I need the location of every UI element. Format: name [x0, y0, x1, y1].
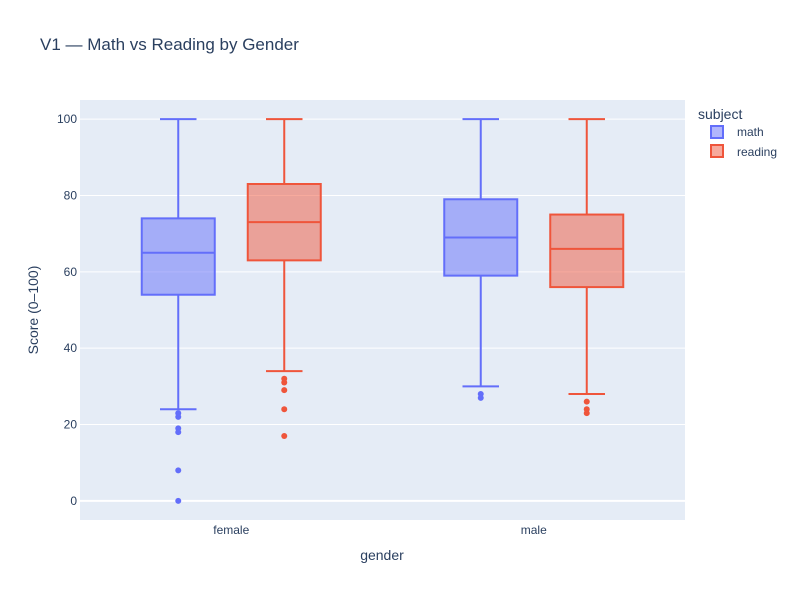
y-tick-label-0: 0	[70, 494, 77, 508]
legend-item-math[interactable]: math	[710, 125, 764, 139]
outlier-point[interactable]	[477, 391, 484, 397]
y-tick-label-100: 100	[57, 112, 77, 126]
box-reading-male[interactable]	[549, 118, 625, 417]
outlier-point[interactable]	[583, 406, 590, 413]
iqr-box	[140, 217, 216, 296]
outlier-point[interactable]	[281, 406, 288, 413]
outlier-point[interactable]	[583, 398, 590, 405]
y-tick-label-80: 80	[64, 188, 78, 202]
legend-title: subject	[698, 106, 742, 122]
legend-item-reading[interactable]: reading	[710, 144, 777, 159]
legend-swatch-math	[710, 125, 724, 139]
y-axis-title: Score (0–100)	[25, 266, 41, 355]
y-axis-ticks: 0 20 40 60 80 100	[57, 112, 77, 508]
outlier-point[interactable]	[281, 375, 288, 382]
y-tick-label-20: 20	[64, 418, 78, 432]
chart-title: V1 — Math vs Reading by Gender	[40, 35, 299, 54]
x-axis-ticks: female male	[213, 523, 547, 537]
legend-label-math: math	[737, 125, 764, 139]
outlier-point[interactable]	[175, 467, 182, 474]
outlier-point[interactable]	[281, 433, 288, 439]
box-traces[interactable]	[140, 118, 625, 504]
box-reading-female[interactable]	[246, 118, 322, 439]
outlier-point[interactable]	[281, 387, 288, 394]
box-math-male[interactable]	[443, 118, 519, 401]
plot-area	[80, 100, 685, 520]
box-math-female[interactable]	[140, 118, 216, 504]
x-axis-title: gender	[360, 547, 404, 563]
legend[interactable]: subject math reading	[698, 106, 777, 159]
y-tick-label-60: 60	[64, 265, 78, 279]
legend-label-reading: reading	[737, 145, 777, 159]
x-tick-label-female: female	[213, 523, 249, 537]
x-tick-label-male: male	[521, 523, 547, 537]
outlier-point[interactable]	[175, 410, 182, 417]
outlier-point[interactable]	[175, 425, 182, 432]
outlier-point[interactable]	[175, 497, 182, 504]
iqr-box	[549, 213, 625, 289]
legend-swatch-reading	[710, 144, 724, 158]
y-tick-label-40: 40	[64, 341, 78, 355]
